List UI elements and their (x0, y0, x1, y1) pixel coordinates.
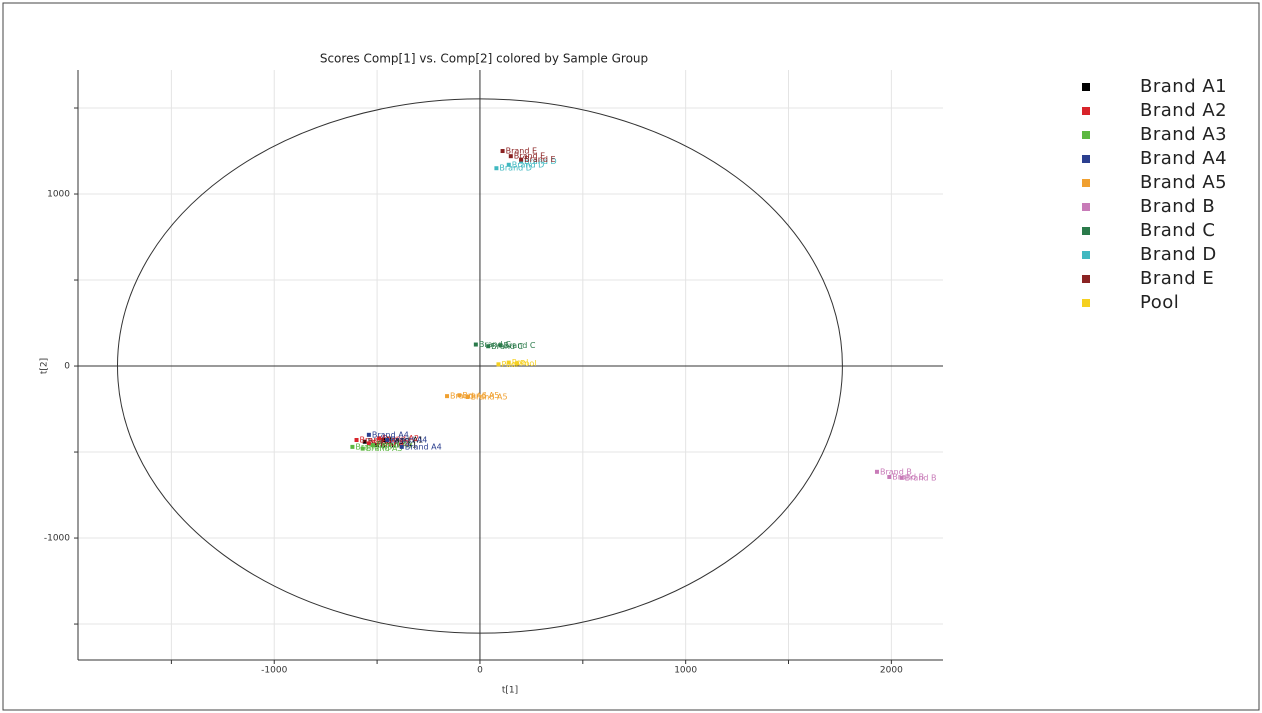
x-tick-label: 2000 (880, 666, 903, 676)
point-label: Brand A4 (372, 430, 409, 439)
legend-marker (1082, 227, 1090, 235)
legend-marker (1082, 275, 1090, 283)
point (381, 437, 386, 442)
legend-label: Brand C (1140, 220, 1215, 241)
point-label: Brand B (880, 467, 912, 476)
legend-marker (1082, 107, 1090, 115)
point (486, 344, 491, 349)
point-label: Brand A3 (366, 444, 403, 453)
point (457, 393, 462, 398)
legend-label: Brand A4 (1140, 148, 1227, 169)
point-label: Brand E (524, 155, 555, 164)
point-label: Pool (520, 359, 537, 368)
legend-label: Brand A1 (1140, 76, 1227, 97)
legend-marker (1082, 203, 1090, 211)
point-label: Brand E (506, 147, 537, 156)
x-tick-label: 0 (477, 666, 483, 676)
point (874, 469, 879, 474)
point (370, 443, 375, 448)
point (496, 362, 501, 367)
point (887, 474, 892, 479)
point (360, 446, 365, 451)
point-label: Brand D (524, 157, 557, 166)
point (399, 444, 404, 449)
point-label: Brand E (514, 152, 545, 161)
point (519, 157, 524, 162)
point (506, 162, 511, 167)
point-label: Brand A5 (462, 391, 499, 400)
chart-title: Scores Comp[1] vs. Comp[2] colored by Sa… (320, 52, 648, 66)
legend-label: Pool (1140, 292, 1179, 313)
point (899, 475, 904, 480)
point-label: Brand A3 (376, 441, 413, 450)
point (350, 444, 355, 449)
point-label: Brand C (479, 340, 511, 349)
point-label: Brand D (512, 160, 545, 169)
point (508, 154, 513, 159)
point-label: Brand A1 (380, 441, 417, 450)
x-tick-label: -1000 (261, 666, 287, 676)
y-axis-label: t[2] (40, 358, 50, 374)
point-label: Brand D (499, 164, 532, 173)
legend-marker (1082, 179, 1090, 187)
point-label: Brand B (892, 472, 924, 481)
legend-label: Brand E (1140, 268, 1214, 289)
point-label: Brand A4 (390, 435, 427, 444)
point-label: Brand B (905, 473, 937, 482)
legend-label: Brand D (1140, 244, 1217, 265)
point (494, 166, 499, 171)
point (506, 360, 511, 365)
y-tick-label: -1000 (44, 534, 70, 544)
point-label: Brand A2 (372, 439, 409, 448)
legend-label: Brand B (1140, 196, 1215, 217)
y-tick-label: 1000 (47, 190, 70, 200)
point (354, 437, 359, 442)
point (362, 439, 367, 444)
point (366, 441, 371, 446)
legend-label: Brand A5 (1140, 172, 1227, 193)
point (473, 342, 478, 347)
legend-marker (1082, 299, 1090, 307)
point (366, 432, 371, 437)
point-label: Brand A5 (471, 392, 508, 401)
point-label: Pool (512, 358, 529, 367)
point (514, 361, 519, 366)
legend-marker (1082, 83, 1090, 91)
point (465, 394, 470, 399)
point (498, 343, 503, 348)
legend-marker (1082, 251, 1090, 259)
point (377, 436, 382, 441)
y-tick-label: 0 (64, 362, 70, 372)
point (375, 443, 380, 448)
legend-marker (1082, 155, 1090, 163)
point-label: Brand C (491, 342, 523, 351)
x-axis-label: t[1] (502, 686, 518, 696)
confidence-ellipse (116, 98, 843, 634)
legend-label: Brand A3 (1140, 124, 1227, 145)
point (385, 437, 390, 442)
legend-marker (1082, 131, 1090, 139)
point-label: Brand A1 (386, 435, 423, 444)
point (445, 394, 450, 399)
point-label: Brand A2 (382, 434, 419, 443)
legend-label: Brand A2 (1140, 100, 1227, 121)
point-label: Brand C (504, 341, 536, 350)
point (500, 149, 505, 154)
point-label: Brand A4 (405, 442, 442, 451)
x-tick-label: 1000 (674, 666, 697, 676)
